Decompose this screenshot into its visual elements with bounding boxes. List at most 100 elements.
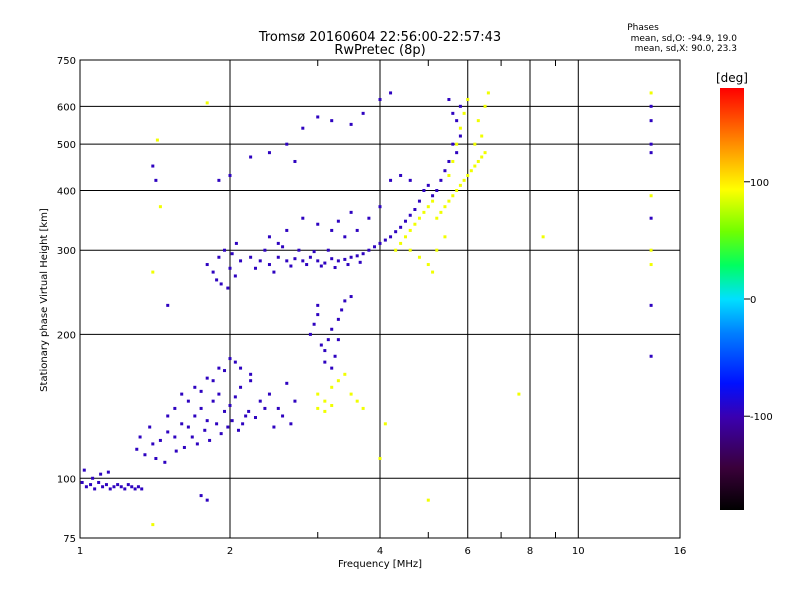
data-point bbox=[276, 241, 280, 245]
data-point bbox=[480, 155, 484, 159]
data-point bbox=[649, 354, 653, 358]
data-point bbox=[138, 435, 142, 439]
data-point bbox=[155, 138, 159, 142]
data-point bbox=[323, 349, 327, 353]
data-point bbox=[267, 151, 271, 155]
data-point bbox=[84, 485, 88, 489]
data-point bbox=[217, 178, 221, 182]
data-point bbox=[389, 235, 393, 239]
data-point bbox=[361, 111, 365, 115]
data-point bbox=[97, 480, 101, 484]
data-point bbox=[408, 228, 412, 232]
data-point bbox=[263, 248, 267, 252]
data-point bbox=[272, 270, 276, 274]
data-point bbox=[285, 228, 289, 232]
data-point bbox=[399, 225, 403, 229]
data-point bbox=[148, 425, 152, 429]
data-point bbox=[199, 406, 203, 410]
data-point bbox=[89, 483, 93, 487]
data-point bbox=[367, 216, 371, 220]
data-point bbox=[244, 414, 248, 418]
data-point bbox=[186, 399, 190, 403]
x-tick-label: 8 bbox=[527, 546, 533, 557]
data-point bbox=[458, 183, 462, 187]
data-point bbox=[458, 126, 462, 130]
data-point bbox=[312, 250, 316, 254]
data-point bbox=[330, 119, 334, 123]
colorbar-tick-label: 100 bbox=[750, 178, 769, 189]
data-point bbox=[215, 278, 219, 282]
data-point bbox=[301, 259, 305, 263]
data-point bbox=[330, 327, 334, 331]
data-point bbox=[649, 151, 653, 155]
data-point bbox=[333, 266, 337, 270]
data-point bbox=[249, 255, 253, 259]
data-point bbox=[343, 372, 347, 376]
data-point bbox=[151, 164, 155, 168]
data-point bbox=[158, 205, 162, 209]
data-point bbox=[383, 238, 387, 242]
data-point bbox=[422, 188, 426, 192]
colorbar-tick-label: 0 bbox=[750, 295, 756, 306]
data-point bbox=[126, 483, 130, 487]
data-point bbox=[285, 381, 289, 385]
data-point bbox=[349, 392, 353, 396]
data-point bbox=[205, 101, 209, 105]
data-point bbox=[435, 188, 439, 192]
data-point bbox=[253, 266, 257, 270]
data-point bbox=[223, 369, 227, 373]
data-point bbox=[276, 406, 280, 410]
data-point bbox=[182, 445, 186, 449]
data-point bbox=[241, 422, 245, 426]
data-point bbox=[649, 303, 653, 307]
data-point bbox=[205, 263, 209, 267]
data-point bbox=[223, 248, 227, 252]
data-point bbox=[223, 409, 227, 413]
data-point bbox=[203, 428, 207, 432]
data-point bbox=[330, 385, 334, 389]
data-point bbox=[649, 142, 653, 146]
data-point bbox=[480, 134, 484, 138]
data-point bbox=[130, 485, 134, 489]
data-point bbox=[473, 164, 477, 168]
data-point bbox=[267, 263, 271, 267]
data-point bbox=[140, 487, 144, 491]
data-point bbox=[276, 255, 280, 259]
data-point bbox=[234, 241, 238, 245]
data-point bbox=[316, 406, 320, 410]
data-point bbox=[431, 270, 435, 274]
axis-ticks: 1 2 4 6 8 10 16 75 100 200 300 400 500 600 750 bbox=[57, 56, 686, 557]
data-point bbox=[486, 91, 490, 95]
data-point bbox=[272, 425, 276, 429]
data-point bbox=[199, 494, 203, 498]
data-point bbox=[163, 460, 167, 464]
data-point bbox=[166, 303, 170, 307]
data-point bbox=[217, 366, 221, 370]
data-point bbox=[326, 338, 330, 342]
data-point bbox=[116, 483, 120, 487]
data-point bbox=[151, 523, 155, 527]
data-point bbox=[93, 487, 97, 491]
data-point bbox=[649, 194, 653, 198]
data-point bbox=[649, 216, 653, 220]
data-point bbox=[312, 322, 316, 326]
data-point bbox=[211, 399, 215, 403]
data-point bbox=[285, 142, 289, 146]
data-point bbox=[82, 468, 86, 472]
data-point bbox=[211, 270, 215, 274]
data-point bbox=[285, 259, 289, 263]
data-point bbox=[104, 483, 108, 487]
data-point bbox=[233, 274, 237, 278]
data-point bbox=[336, 259, 340, 263]
y-tick-label: 400 bbox=[57, 186, 76, 197]
data-point bbox=[378, 205, 382, 209]
data-point bbox=[443, 235, 447, 239]
data-point bbox=[336, 379, 340, 383]
data-point bbox=[267, 392, 271, 396]
data-point bbox=[199, 389, 203, 393]
data-point bbox=[473, 142, 477, 146]
data-point bbox=[435, 216, 439, 220]
data-point bbox=[301, 216, 305, 220]
data-point bbox=[426, 205, 430, 209]
